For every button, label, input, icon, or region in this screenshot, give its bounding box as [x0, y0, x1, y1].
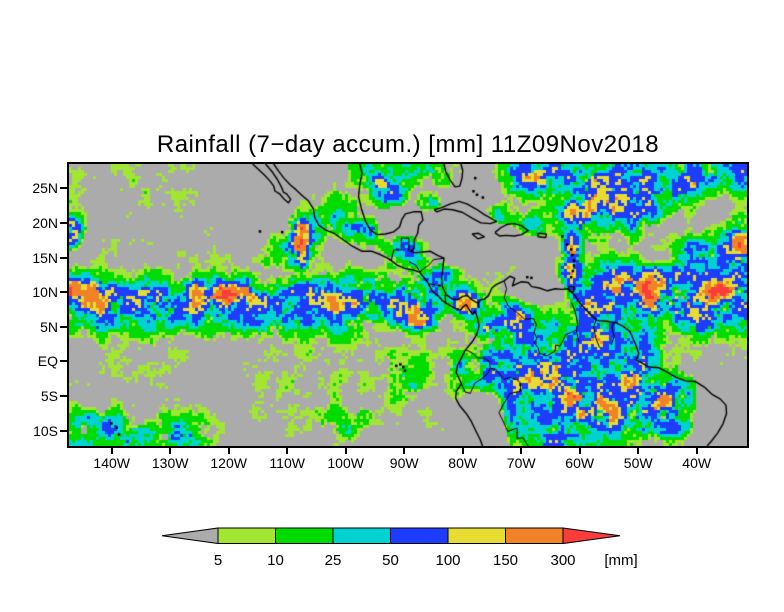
colorbar-segment: [332, 527, 391, 544]
x-tick-label: 40W: [682, 455, 712, 471]
colorbar-level-label: 100: [435, 552, 460, 569]
x-tick-mark: [695, 448, 698, 454]
y-tick-mark: [60, 360, 67, 363]
x-tick-label: 80W: [448, 455, 478, 471]
x-tick-label: 70W: [506, 455, 536, 471]
x-tick-label: 50W: [623, 455, 653, 471]
x-tick-mark: [461, 448, 464, 454]
colorbar-level-label: 10: [267, 552, 284, 569]
y-tick-label: 15N: [32, 249, 58, 266]
colorbar-right-arrow: [562, 527, 621, 545]
y-tick-mark: [60, 221, 67, 224]
x-tick-mark: [637, 448, 640, 454]
x-tick-label: 60W: [565, 455, 595, 471]
colorbar: 5 10 25 50 100 150 300 [mm]: [161, 527, 638, 569]
colorbar-level-label: 25: [325, 552, 342, 569]
y-tick-mark: [60, 187, 67, 190]
x-tick-mark: [403, 448, 406, 454]
y-tick-label: 10N: [32, 284, 58, 301]
x-tick-label: 140W: [93, 455, 130, 471]
x-tick-mark: [520, 448, 523, 454]
colorbar-segment: [505, 527, 564, 544]
colorbar-level-label: 50: [382, 552, 399, 569]
map-frame: [67, 162, 749, 448]
figure-title: Rainfall (7−day accum.) [mm] 11Z09Nov201…: [156, 131, 660, 158]
x-tick-label: 120W: [210, 455, 247, 471]
colorbar-level-label: 150: [493, 552, 518, 569]
x-tick-mark: [344, 448, 347, 454]
x-tick-mark: [110, 448, 113, 454]
colorbar-segment: [275, 527, 334, 544]
colorbar-level-label: 5: [214, 552, 222, 569]
x-tick-label: 110W: [269, 455, 305, 471]
colorbar-segment: [447, 527, 506, 544]
x-tick-mark: [169, 448, 172, 454]
y-tick-mark: [60, 429, 67, 432]
colorbar-left-arrow: [161, 527, 219, 545]
colorbar-segment: [390, 527, 449, 544]
x-tick-mark: [227, 448, 230, 454]
colorbar-unit-label: [mm]: [604, 552, 637, 569]
y-tick-label: 10S: [33, 422, 58, 439]
y-tick-label: EQ: [37, 353, 58, 370]
y-tick-mark: [60, 325, 67, 328]
colorbar-level-label: 300: [550, 552, 575, 569]
y-tick-label: 5S: [40, 388, 58, 405]
rainfall-map-canvas: [69, 164, 747, 446]
x-tick-label: 100W: [327, 455, 364, 471]
y-tick-mark: [60, 256, 67, 259]
x-tick-label: 130W: [151, 455, 189, 471]
y-tick-label: 5N: [40, 318, 58, 335]
x-tick-mark: [578, 448, 581, 454]
colorbar-segment: [217, 527, 276, 544]
y-tick-label: 25N: [32, 180, 58, 197]
x-tick-label: 90W: [389, 455, 419, 471]
y-tick-label: 20N: [32, 214, 58, 231]
y-tick-mark: [60, 395, 67, 398]
y-tick-mark: [60, 291, 67, 294]
x-tick-mark: [286, 448, 289, 454]
